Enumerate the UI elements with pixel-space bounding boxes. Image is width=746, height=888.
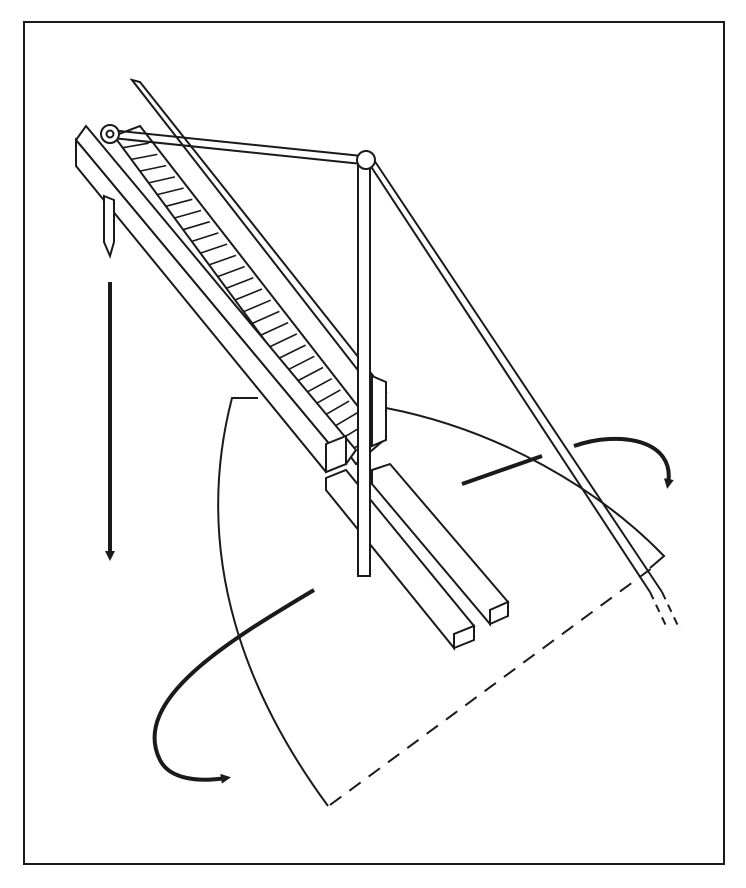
escalator-step	[131, 153, 158, 161]
beam-stroke	[461, 454, 543, 486]
escalator-step	[165, 198, 193, 208]
escalator-step	[277, 344, 306, 360]
escalator-step	[251, 310, 280, 325]
cable-b	[111, 137, 363, 165]
escalator-step	[122, 142, 149, 149]
escalator-step	[139, 164, 167, 172]
escalator-step	[182, 220, 210, 231]
long-rod-b	[373, 159, 663, 593]
escalator-step	[174, 209, 202, 219]
escalator-step	[286, 355, 315, 372]
outer-border	[23, 21, 725, 865]
rotate-arrow-icon-right	[573, 436, 674, 489]
escalator-step	[157, 187, 184, 196]
escalator-step	[260, 321, 289, 336]
escalator-step	[243, 299, 272, 313]
escalator-step	[191, 232, 219, 243]
pulley-hub	[105, 129, 115, 139]
escalator-step	[269, 333, 298, 348]
rotate-arrow-icon	[152, 588, 316, 784]
cable-a	[109, 129, 363, 157]
escalator-step	[208, 254, 237, 266]
lower-rail-right-end	[489, 600, 509, 626]
long-rod-dash-a	[649, 591, 669, 631]
long-rod-a	[367, 161, 651, 593]
escalator-step	[200, 243, 228, 254]
front-rail-end	[325, 434, 347, 474]
ground-sector-dashed-edge	[329, 567, 653, 806]
escalator-step	[295, 366, 324, 383]
lower-rail-left-end	[453, 624, 475, 650]
escalator-step	[226, 277, 254, 290]
front-rail-face	[75, 137, 348, 474]
escalator-step	[217, 265, 245, 278]
pivot-icon	[356, 150, 376, 170]
escalator-step	[234, 288, 263, 301]
vertical-pole	[357, 163, 371, 577]
ground-sector-outline	[217, 397, 666, 807]
long-rod-dash-b	[661, 591, 681, 631]
rear-block	[371, 374, 387, 448]
support-stake	[103, 194, 115, 259]
escalator-step	[303, 377, 333, 395]
escalator-step	[148, 176, 176, 184]
